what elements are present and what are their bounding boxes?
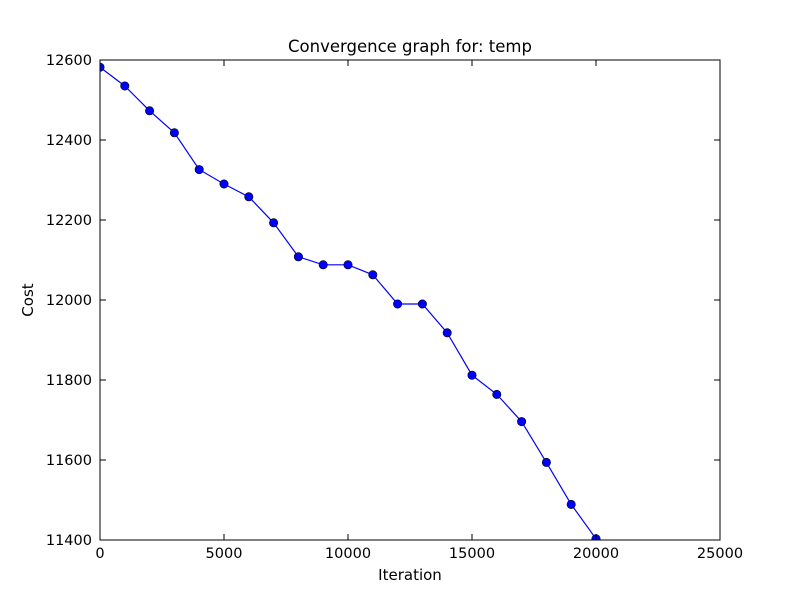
x-tick-label: 15000 bbox=[449, 546, 495, 562]
data-point bbox=[467, 370, 477, 380]
x-tick-label: 20000 bbox=[573, 546, 619, 562]
data-point bbox=[194, 165, 204, 175]
y-tick-label: 12200 bbox=[46, 213, 92, 229]
data-point bbox=[269, 218, 279, 228]
x-tick-label: 5000 bbox=[206, 546, 243, 562]
x-tick-label: 10000 bbox=[325, 546, 371, 562]
data-point bbox=[169, 128, 179, 138]
y-axis-label: Cost bbox=[19, 283, 37, 316]
data-point bbox=[393, 299, 403, 309]
y-axis-ticks: 11400 11600 11800 12000 12200 12400 12600 bbox=[46, 53, 720, 549]
x-axis-ticks: 0 5000 10000 15000 20000 25000 bbox=[95, 60, 743, 562]
chart-title: Convergence graph for: temp bbox=[288, 37, 532, 56]
data-point bbox=[566, 499, 576, 509]
y-tick-label: 11800 bbox=[46, 373, 92, 389]
x-axis-label: Iteration bbox=[378, 566, 442, 584]
y-tick-label: 11400 bbox=[46, 533, 92, 549]
data-point bbox=[368, 270, 378, 280]
data-point bbox=[417, 299, 427, 309]
x-tick-label: 0 bbox=[95, 546, 104, 562]
y-tick-label: 12000 bbox=[46, 293, 92, 309]
data-point bbox=[293, 252, 303, 262]
data-point bbox=[492, 389, 502, 399]
series-layer bbox=[100, 62, 601, 540]
x-tick-label: 25000 bbox=[697, 546, 743, 562]
data-point bbox=[541, 457, 551, 467]
data-point bbox=[517, 417, 527, 427]
plot-area bbox=[100, 60, 720, 540]
data-point bbox=[343, 260, 353, 270]
data-point bbox=[442, 328, 452, 338]
data-point bbox=[120, 81, 130, 91]
y-tick-label: 12400 bbox=[46, 133, 92, 149]
data-point bbox=[318, 260, 328, 270]
data-point bbox=[244, 192, 254, 202]
plot-background bbox=[100, 60, 720, 540]
y-tick-label: 12600 bbox=[46, 53, 92, 69]
data-point bbox=[219, 179, 229, 189]
data-point bbox=[145, 106, 155, 116]
y-tick-label: 11600 bbox=[46, 453, 92, 469]
